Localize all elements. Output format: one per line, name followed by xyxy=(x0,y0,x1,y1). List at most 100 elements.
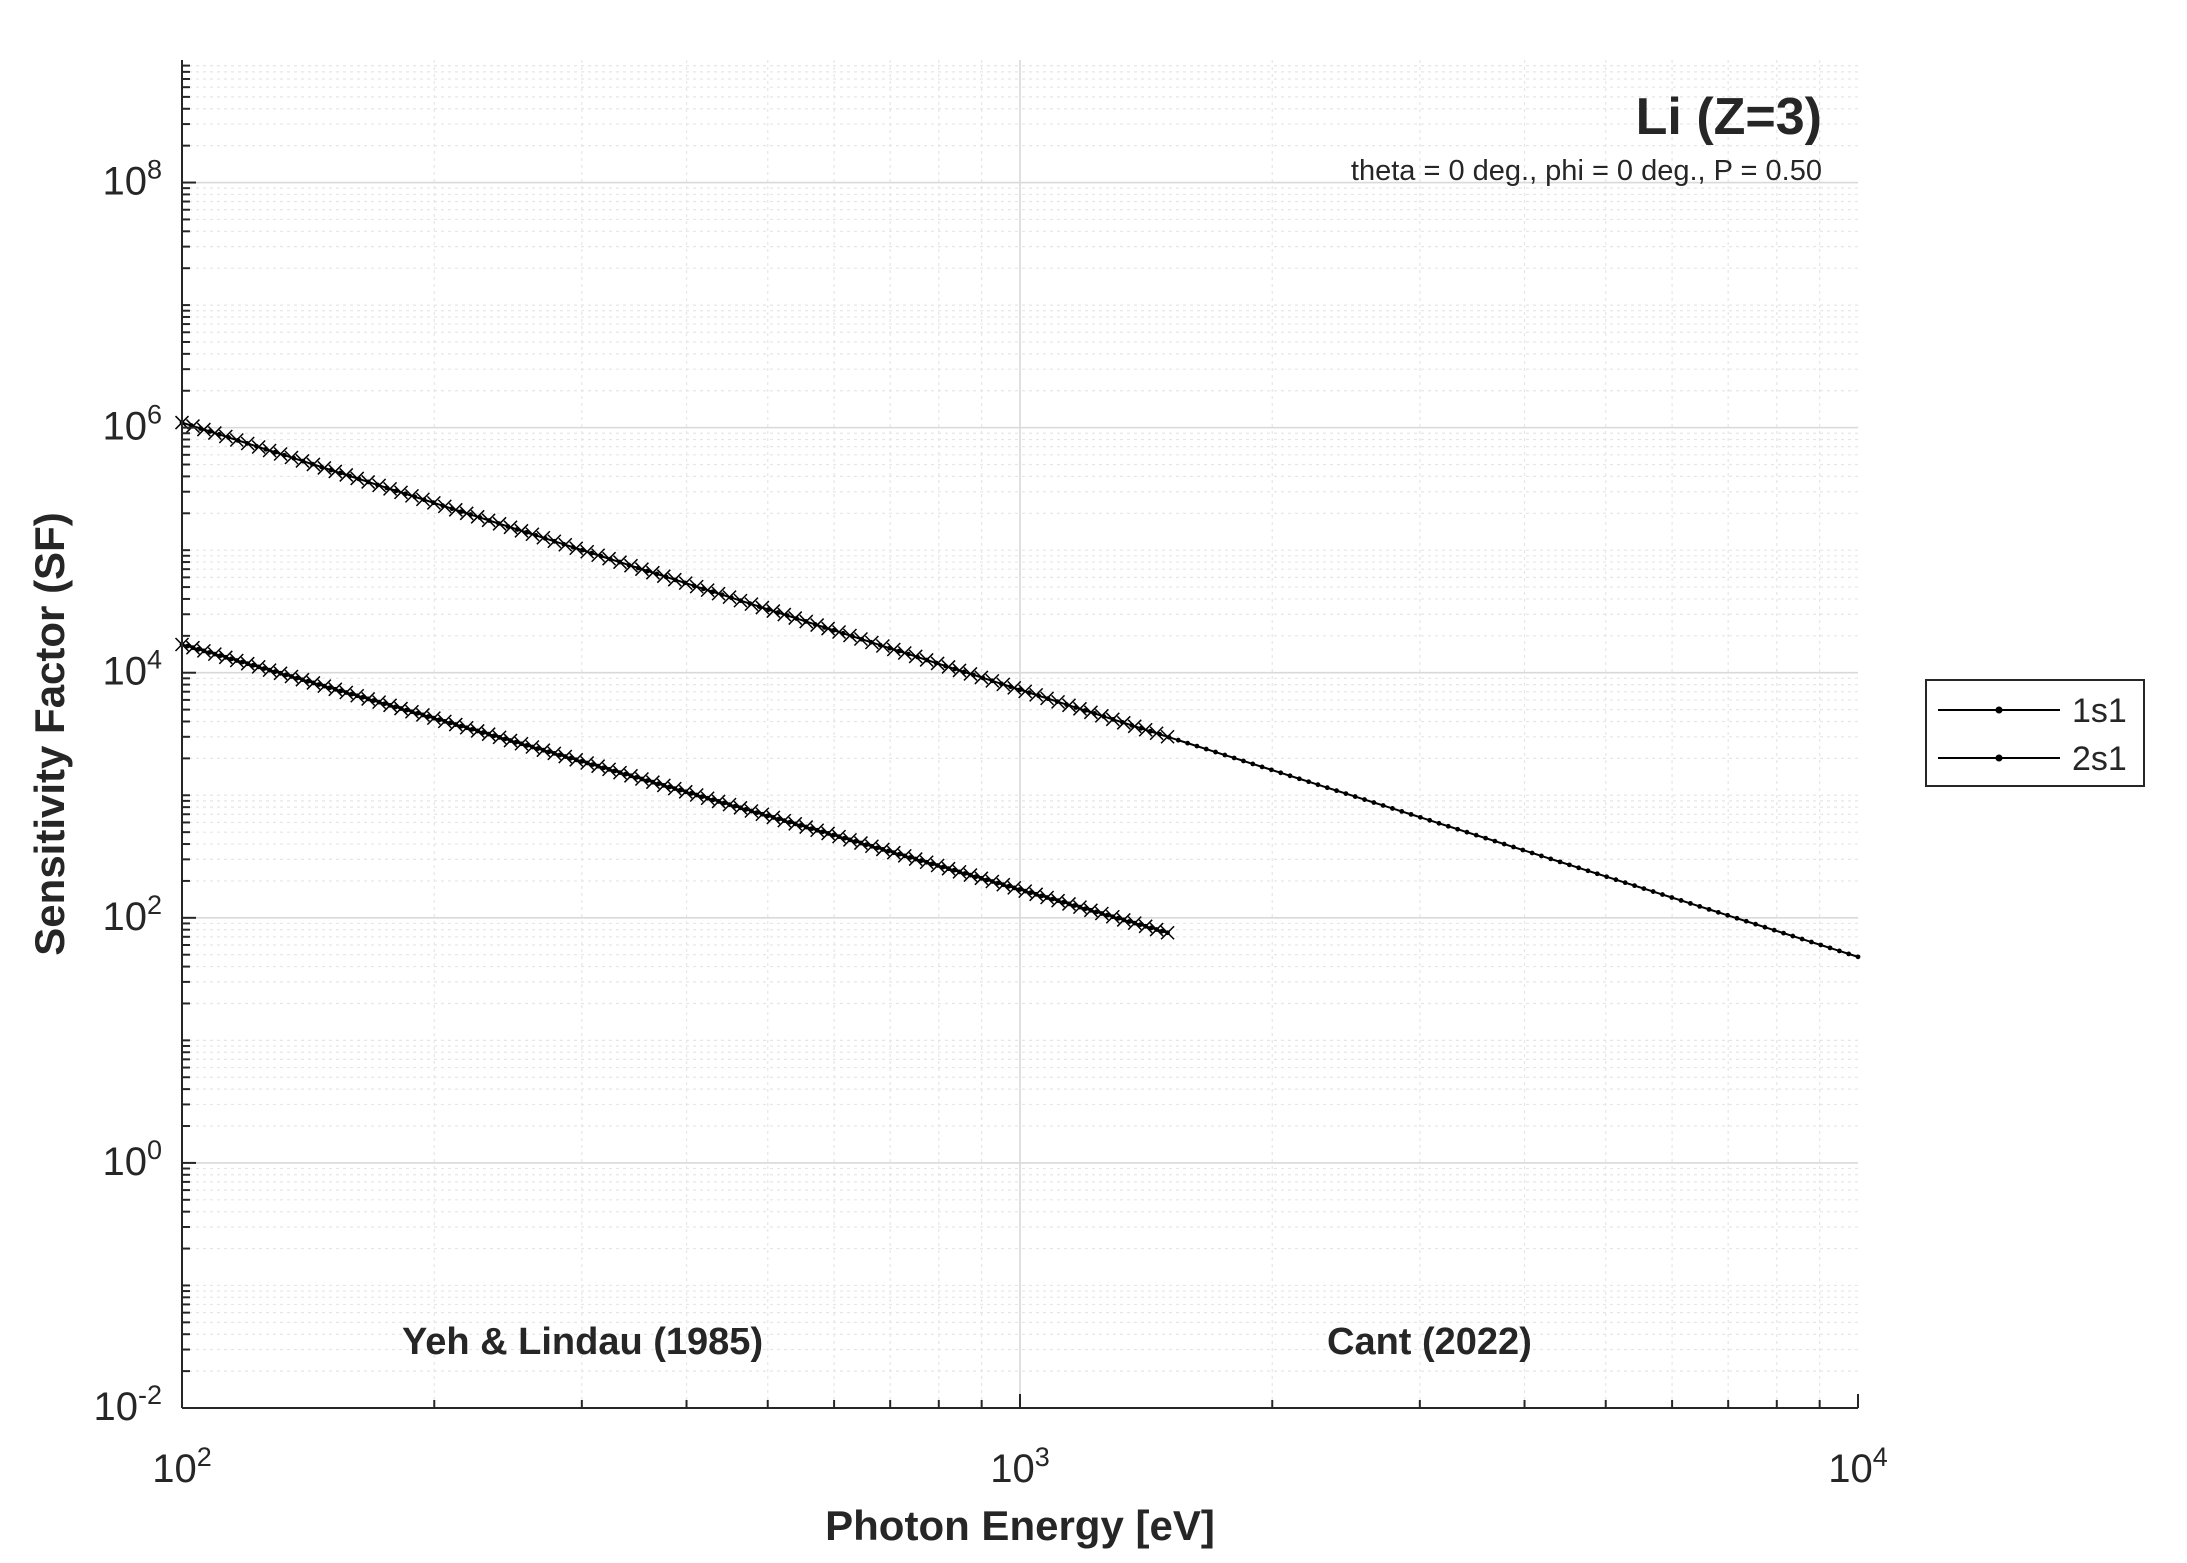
data-marker-2s1-yeh-lindau xyxy=(832,829,847,844)
data-point-1s1 xyxy=(1836,948,1842,954)
data-marker-2s1-yeh-lindau xyxy=(810,823,825,838)
minor-grid xyxy=(182,60,1858,1408)
data-point-2s1 xyxy=(1039,893,1045,899)
data-marker-2s1-yeh-lindau xyxy=(317,679,332,694)
data-point-2s1 xyxy=(316,682,322,687)
data-marker-1s1-yeh-lindau xyxy=(678,576,693,591)
data-marker-1s1-yeh-lindau xyxy=(1116,715,1131,730)
data-point-2s1 xyxy=(535,746,541,751)
data-point-1s1 xyxy=(1231,755,1237,761)
data-point-1s1 xyxy=(1278,770,1284,776)
data-marker-2s1-yeh-lindau xyxy=(853,836,868,851)
data-point-1s1 xyxy=(1501,841,1507,847)
legend-box xyxy=(1925,679,2145,787)
data-point-1s1 xyxy=(1697,904,1703,909)
data-marker-1s1-yeh-lindau xyxy=(558,537,573,552)
data-point-2s1 xyxy=(1126,919,1132,924)
data-point-2s1 xyxy=(809,826,815,832)
data-marker-1s1-yeh-lindau xyxy=(908,649,923,664)
data-marker-2s1-yeh-lindau xyxy=(799,820,814,835)
data-point-1s1 xyxy=(1539,853,1544,859)
data-marker-1s1-yeh-lindau xyxy=(207,426,222,441)
data-point-2s1 xyxy=(283,672,289,678)
data-marker-2s1-yeh-lindau xyxy=(1072,900,1087,915)
data-point-2s1 xyxy=(1006,883,1012,889)
data-marker-1s1-yeh-lindau xyxy=(196,422,211,437)
data-point-1s1 xyxy=(1399,809,1405,814)
data-marker-1s1-yeh-lindau xyxy=(339,467,354,482)
data-point-2s1 xyxy=(557,752,563,758)
data-marker-1s1-yeh-lindau xyxy=(832,624,847,640)
data-marker-1s1-yeh-lindau xyxy=(623,558,639,573)
data-marker-1s1-yeh-lindau xyxy=(602,551,617,566)
y-tick-label: 10-2 xyxy=(93,1380,162,1429)
data-marker-2s1-yeh-lindau xyxy=(569,752,584,767)
data-point-2s1 xyxy=(962,871,968,876)
data-marker-1s1-yeh-lindau xyxy=(481,513,496,528)
data-marker-1s1-yeh-lindau xyxy=(251,439,266,455)
chart-title: Li (Z=3) xyxy=(1636,88,1822,146)
data-marker-1s1-yeh-lindau xyxy=(218,429,233,444)
data-marker-1s1-yeh-lindau xyxy=(580,544,595,559)
data-marker-2s1-yeh-lindau xyxy=(372,695,387,710)
data-point-2s1 xyxy=(415,710,420,716)
data-point-1s1 xyxy=(1641,886,1647,891)
data-point-1s1 xyxy=(1846,951,1852,957)
data-marker-2s1-yeh-lindau xyxy=(733,800,748,815)
data-point-2s1 xyxy=(480,730,486,735)
data-point-2s1 xyxy=(239,659,245,665)
data-point-1s1 xyxy=(1548,856,1554,862)
data-marker-1s1-yeh-lindau xyxy=(941,659,956,674)
data-marker-2s1-yeh-lindau xyxy=(908,852,923,867)
data-point-2s1 xyxy=(294,675,300,681)
data-marker-2s1-yeh-lindau xyxy=(404,704,419,719)
data-point-1s1 xyxy=(1427,817,1433,823)
data-marker-1s1-yeh-lindau xyxy=(985,673,1000,688)
data-point-2s1 xyxy=(1050,896,1055,902)
data-point-2s1 xyxy=(940,864,946,870)
data-marker-2s1-yeh-lindau xyxy=(788,816,803,831)
data-marker-2s1-yeh-lindau xyxy=(273,666,288,681)
data-point-1s1 xyxy=(1492,838,1498,844)
data-point-2s1 xyxy=(261,666,267,671)
data-point-2s1 xyxy=(228,656,234,662)
data-point-2s1 xyxy=(1148,925,1154,931)
data-marker-1s1-yeh-lindau xyxy=(1040,691,1055,706)
data-marker-2s1-yeh-lindau xyxy=(251,659,266,674)
data-marker-2s1-yeh-lindau xyxy=(623,768,639,783)
legend-label-1s1: 1s1 xyxy=(2072,692,2127,730)
data-point-2s1 xyxy=(502,736,508,742)
data-marker-2s1-yeh-lindau xyxy=(536,743,551,758)
data-marker-2s1-yeh-lindau xyxy=(645,775,660,790)
data-marker-1s1-yeh-lindau xyxy=(393,485,409,500)
data-point-1s1 xyxy=(1660,892,1665,897)
data-marker-1s1-yeh-lindau xyxy=(350,471,365,486)
data-point-2s1 xyxy=(1072,903,1077,908)
data-point-1s1 xyxy=(1566,862,1572,868)
data-point-1s1 xyxy=(1818,942,1824,948)
data-point-2s1 xyxy=(1115,915,1121,921)
data-marker-1s1-yeh-lindau xyxy=(459,506,474,521)
data-marker-2s1-yeh-lindau xyxy=(350,688,365,703)
annotation-yeh-lindau: Yeh & Lindau (1985) xyxy=(402,1321,763,1363)
data-marker-1s1-yeh-lindau xyxy=(1127,719,1142,734)
data-marker-1s1-yeh-lindau xyxy=(284,450,299,465)
data-point-2s1 xyxy=(864,842,869,848)
data-marker-1s1-yeh-lindau xyxy=(262,443,277,458)
data-marker-1s1-yeh-lindau xyxy=(842,628,858,643)
data-marker-2s1-yeh-lindau xyxy=(558,749,573,764)
data-point-2s1 xyxy=(1104,912,1110,918)
data-marker-1s1-yeh-lindau xyxy=(525,527,540,542)
data-marker-2s1-yeh-lindau xyxy=(492,730,507,745)
data-point-2s1 xyxy=(929,861,935,867)
data-marker-2s1-yeh-lindau xyxy=(459,720,474,735)
data-marker-2s1-yeh-lindau xyxy=(1061,896,1077,911)
data-marker-1s1-yeh-lindau xyxy=(1051,694,1066,709)
data-point-2s1 xyxy=(217,653,223,659)
data-point-2s1 xyxy=(765,813,771,819)
data-point-1s1 xyxy=(1734,915,1740,921)
data-point-2s1 xyxy=(710,797,716,803)
data-point-1s1 xyxy=(1185,740,1190,746)
data-marker-2s1-yeh-lindau xyxy=(207,647,222,662)
